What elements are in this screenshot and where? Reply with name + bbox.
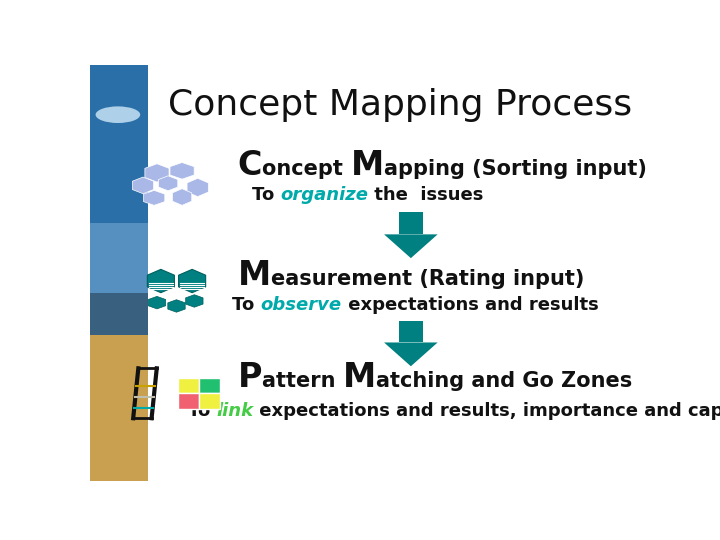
Polygon shape (187, 178, 208, 197)
Polygon shape (143, 191, 165, 205)
Polygon shape (148, 269, 174, 293)
Text: Concept Mapping Process: Concept Mapping Process (168, 87, 631, 122)
Polygon shape (148, 296, 166, 309)
Text: the  issues: the issues (369, 186, 484, 204)
Text: M: M (351, 149, 384, 182)
Text: oncept: oncept (262, 159, 351, 179)
Bar (178, 393, 199, 409)
Text: link: link (216, 402, 253, 420)
Polygon shape (170, 163, 194, 179)
Text: M: M (238, 259, 271, 292)
Text: To: To (188, 402, 216, 420)
Polygon shape (384, 234, 438, 258)
Bar (199, 393, 220, 409)
Text: attern: attern (262, 371, 343, 391)
Ellipse shape (96, 106, 140, 123)
Text: expectations and results: expectations and results (342, 296, 598, 314)
Text: easurement (Rating input): easurement (Rating input) (271, 269, 585, 289)
Polygon shape (158, 176, 178, 191)
Bar (399, 212, 423, 234)
Text: apping (Sorting input): apping (Sorting input) (384, 159, 647, 179)
Bar (90, 294, 148, 335)
Text: C: C (238, 149, 262, 182)
Text: organize: organize (280, 186, 369, 204)
Text: P: P (238, 361, 262, 394)
Bar (90, 65, 148, 223)
Text: To: To (252, 186, 280, 204)
Text: expectations and results, importance and capacity: expectations and results, importance and… (253, 402, 720, 420)
Polygon shape (186, 295, 203, 307)
Text: To: To (233, 296, 261, 314)
Polygon shape (179, 269, 206, 293)
Text: atching and Go Zones: atching and Go Zones (377, 371, 633, 391)
Polygon shape (384, 342, 438, 366)
Polygon shape (168, 300, 185, 312)
Polygon shape (172, 188, 192, 205)
Bar (399, 321, 423, 342)
Polygon shape (145, 164, 169, 182)
Text: observe: observe (261, 296, 342, 314)
Bar (90, 223, 148, 294)
Bar (199, 377, 220, 393)
Bar (90, 335, 148, 481)
Bar (178, 377, 199, 393)
Text: M: M (343, 361, 377, 394)
Polygon shape (132, 177, 153, 194)
